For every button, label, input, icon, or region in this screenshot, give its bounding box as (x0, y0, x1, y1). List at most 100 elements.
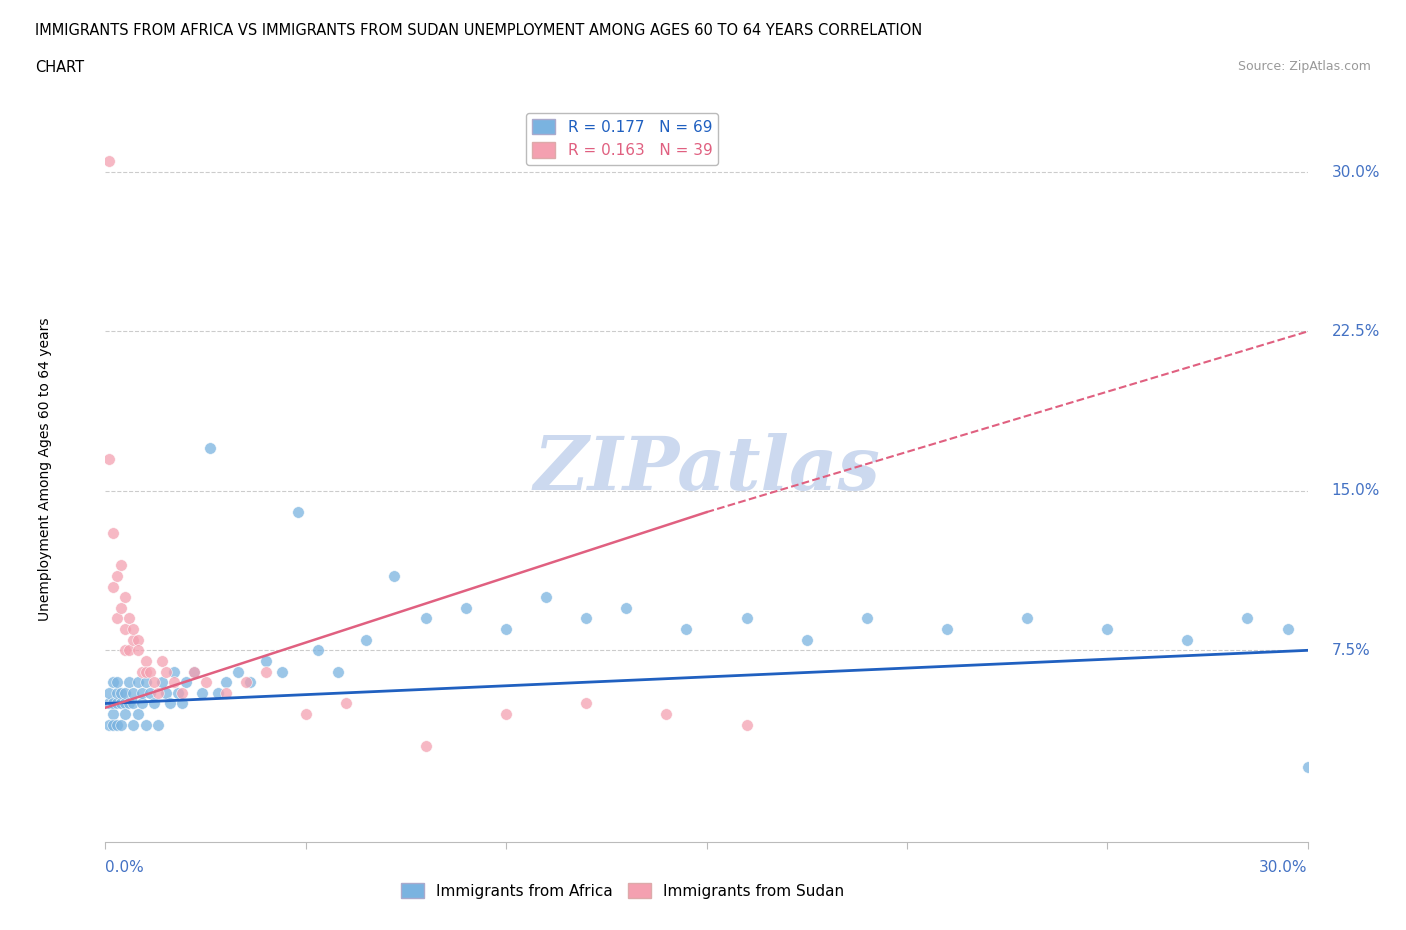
Text: 30.0%: 30.0% (1331, 165, 1381, 179)
Point (122, 717, 145, 732)
Point (655, 707, 678, 722)
Point (103, 696, 125, 711)
Point (127, 675, 149, 690)
Point (235, 675, 257, 690)
Point (118, 675, 141, 690)
Point (127, 707, 149, 722)
Point (354, 632, 377, 647)
Point (146, 685, 169, 700)
Point (114, 685, 136, 700)
Point (118, 643, 141, 658)
Point (162, 664, 184, 679)
Point (150, 654, 173, 669)
Point (855, 611, 877, 626)
Point (575, 611, 598, 626)
Point (114, 590, 136, 604)
Point (1277, 621, 1299, 636)
Point (131, 664, 153, 679)
Point (254, 664, 277, 679)
Point (114, 621, 136, 636)
Point (110, 717, 132, 732)
Point (131, 696, 153, 711)
Point (575, 696, 598, 711)
Point (135, 664, 157, 679)
Point (226, 664, 249, 679)
Point (335, 696, 357, 711)
Point (114, 696, 136, 711)
Point (122, 632, 145, 647)
Point (183, 664, 205, 679)
Point (138, 664, 160, 679)
Point (382, 568, 405, 583)
Point (127, 643, 149, 658)
Text: 0.0%: 0.0% (105, 860, 145, 875)
Text: ZIPatlas: ZIPatlas (533, 433, 880, 506)
Point (122, 696, 145, 711)
Point (107, 685, 129, 700)
Point (675, 621, 697, 636)
Point (1177, 632, 1199, 647)
Point (103, 707, 125, 722)
Point (138, 685, 160, 700)
Point (110, 685, 132, 700)
Point (110, 696, 132, 711)
Point (142, 696, 165, 711)
Point (415, 738, 437, 753)
Point (142, 675, 165, 690)
Point (162, 675, 184, 690)
Point (1017, 611, 1039, 626)
Point (287, 505, 309, 520)
Point (150, 675, 173, 690)
Point (146, 717, 169, 732)
Point (415, 611, 437, 626)
Point (326, 664, 349, 679)
Text: 30.0%: 30.0% (1260, 860, 1308, 875)
Point (107, 568, 129, 583)
Text: IMMIGRANTS FROM AFRICA VS IMMIGRANTS FROM SUDAN UNEMPLOYMENT AMONG AGES 60 TO 64: IMMIGRANTS FROM AFRICA VS IMMIGRANTS FRO… (35, 23, 922, 38)
Point (239, 675, 262, 690)
Point (207, 685, 229, 700)
Point (107, 675, 129, 690)
Point (107, 611, 129, 626)
Point (796, 632, 818, 647)
Point (135, 654, 157, 669)
Point (936, 621, 959, 636)
Point (131, 685, 153, 700)
Point (135, 675, 157, 690)
Point (1296, 760, 1319, 775)
Text: Source: ZipAtlas.com: Source: ZipAtlas.com (1237, 60, 1371, 73)
Point (194, 675, 217, 690)
Point (495, 621, 517, 636)
Point (107, 696, 129, 711)
Point (198, 441, 221, 456)
Point (1097, 621, 1119, 636)
Point (122, 685, 145, 700)
Point (295, 707, 318, 722)
Point (270, 664, 292, 679)
Point (98, 154, 121, 169)
Point (98, 685, 121, 700)
Legend: Immigrants from Africa, Immigrants from Sudan: Immigrants from Africa, Immigrants from … (395, 876, 851, 905)
Point (214, 675, 236, 690)
Point (110, 601, 132, 616)
Point (127, 632, 149, 647)
Point (110, 558, 132, 573)
Point (166, 685, 188, 700)
Point (454, 601, 477, 616)
Point (98, 717, 121, 732)
Point (118, 696, 141, 711)
Point (190, 685, 212, 700)
Point (114, 707, 136, 722)
Point (103, 526, 125, 541)
Point (735, 717, 758, 732)
Point (214, 685, 236, 700)
Text: 7.5%: 7.5% (1331, 643, 1371, 658)
Text: 22.5%: 22.5% (1331, 324, 1381, 339)
Point (495, 707, 517, 722)
Point (98, 696, 121, 711)
Point (254, 654, 277, 669)
Point (103, 717, 125, 732)
Point (307, 643, 329, 658)
Point (114, 643, 136, 658)
Point (118, 611, 141, 626)
